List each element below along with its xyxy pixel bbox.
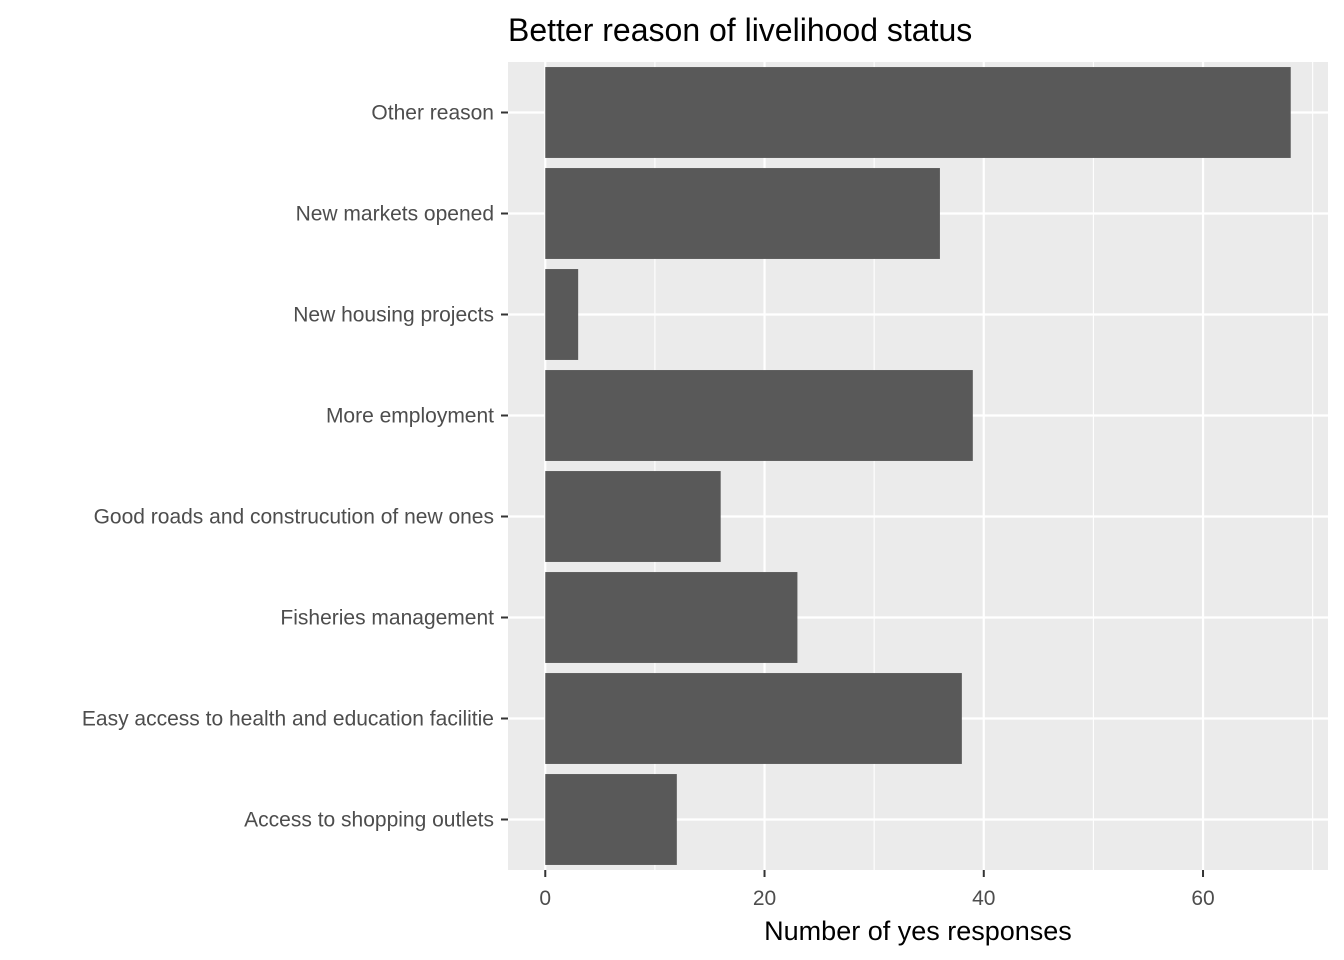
y-axis: Access to shopping outlets Easy access to… (82, 102, 508, 832)
y-tick-label: New markets opened (296, 203, 494, 226)
bar (545, 67, 1291, 158)
x-axis-title: Number of yes responses (764, 916, 1072, 946)
x-tick-label: 40 (972, 887, 995, 910)
x-tick-label: 60 (1191, 887, 1214, 910)
y-tick-label: Easy access to health and education faci… (82, 708, 494, 731)
y-tick-label: More employment (326, 405, 494, 428)
y-tick-label: Other reason (371, 102, 494, 125)
bar (545, 572, 798, 663)
bar (545, 471, 721, 562)
bar (545, 269, 579, 360)
bar (545, 673, 962, 764)
bars (545, 67, 1291, 865)
y-tick-label: New housing projects (293, 304, 494, 327)
bar (545, 168, 940, 259)
bar (545, 774, 677, 865)
chart-title: Better reason of livelihood status (508, 12, 972, 48)
x-axis: 0 20 40 60 (539, 870, 1215, 910)
x-tick-label: 0 (539, 887, 551, 910)
bar (545, 370, 973, 461)
y-tick-label: Fisheries management (280, 607, 494, 630)
x-tick-label: 20 (753, 887, 776, 910)
y-tick-label: Good roads and construcution of new ones (94, 506, 494, 529)
y-tick-label: Access to shopping outlets (244, 809, 494, 832)
